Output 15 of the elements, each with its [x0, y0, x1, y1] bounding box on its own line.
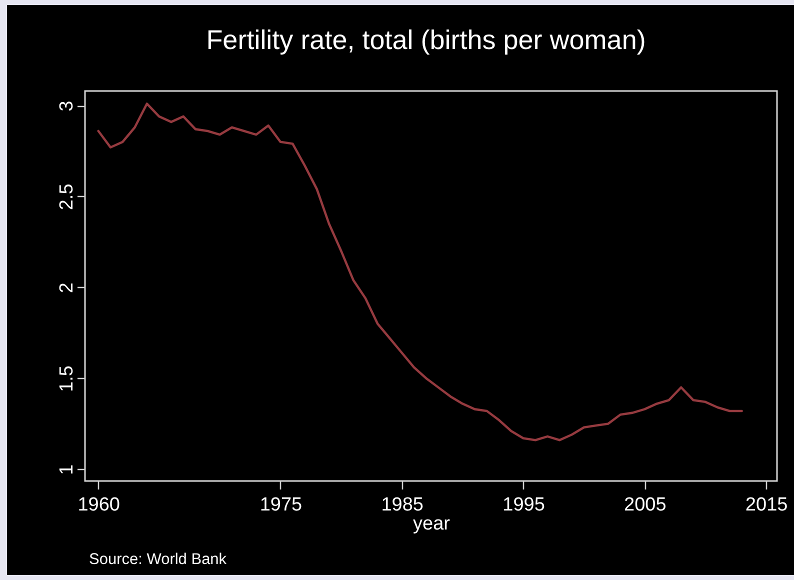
x-tick-label: 1960: [78, 494, 120, 516]
x-axis-title: year: [413, 514, 451, 534]
x-tick-label: 1975: [260, 494, 302, 516]
x-tick-label: 2015: [745, 494, 788, 516]
x-tick-label: 1995: [502, 494, 545, 516]
source-note: Source: World Bank: [89, 551, 227, 568]
chart-title: Fertility rate, total (births per woman): [206, 25, 646, 55]
y-tick-label: 2: [56, 282, 78, 294]
y-tick-label: 3: [56, 100, 78, 112]
y-tick-label: 1.5: [56, 366, 78, 392]
y-tick-label: 1: [56, 464, 78, 475]
y-tick-label: 2.5: [56, 184, 78, 210]
line-series: [97, 102, 743, 442]
x-tick-label: 2005: [624, 494, 666, 516]
x-tick-label: 1985: [381, 494, 424, 516]
